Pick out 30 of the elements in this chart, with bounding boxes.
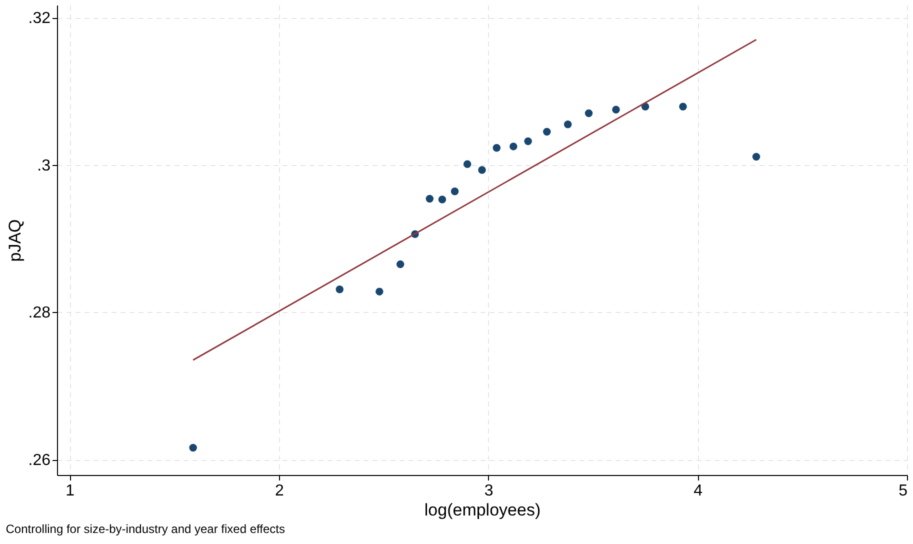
y-tick-label: .3: [37, 157, 51, 174]
point: [463, 160, 472, 168]
point: [564, 120, 572, 128]
y-tick-label: .32: [28, 10, 51, 28]
point: [478, 166, 486, 174]
point: [450, 188, 459, 196]
point: [376, 288, 384, 296]
point: [438, 196, 446, 204]
x-tick-label: 5: [898, 482, 908, 500]
point: [584, 109, 593, 118]
y-tick-label: .28: [28, 304, 51, 322]
text: Controlling for size-by-industry and year fixed effects: [6, 522, 286, 536]
point: [189, 444, 197, 452]
point: [679, 102, 687, 111]
x-axis-title: log(employees): [424, 500, 541, 520]
point: [524, 137, 532, 146]
x-tick-label: 4: [694, 482, 703, 500]
point: [752, 152, 760, 161]
point: [426, 194, 434, 203]
point: [612, 106, 620, 114]
x-tick-label: 1: [66, 482, 75, 500]
x-tick-label: 2: [274, 482, 284, 500]
y-tick-label: .26: [28, 452, 51, 470]
point: [336, 285, 344, 294]
point: [492, 144, 501, 152]
point: [543, 128, 551, 136]
point: [396, 260, 404, 268]
point: [510, 142, 518, 150]
y-axis-title: pJAQ: [5, 219, 24, 262]
x-tick-label: 3: [484, 482, 494, 500]
